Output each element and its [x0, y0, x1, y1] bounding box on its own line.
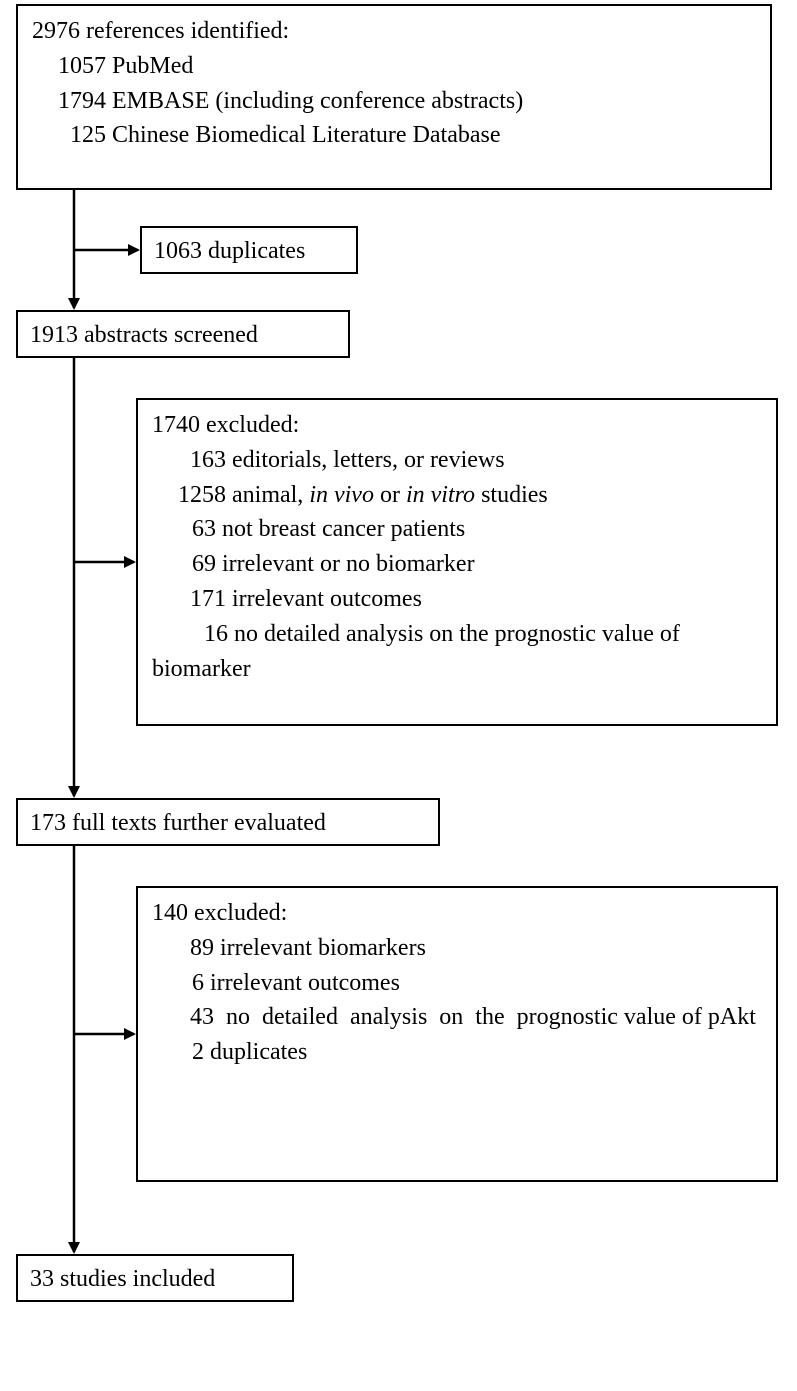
identified-title: 2976 references identified:	[32, 14, 756, 49]
box-fulltexts: 173 full texts further evaluated	[16, 798, 440, 846]
identified-count: 2976	[32, 18, 80, 44]
identified-row-1: 1794 EMBASE (including conference abstra…	[32, 84, 756, 119]
excluded1-row-0: 163 editorials, letters, or reviews	[152, 443, 762, 478]
excluded2-row-2: 43 no detailed analysis on the prognosti…	[152, 1000, 762, 1035]
identified-row-0: 1057 PubMed	[32, 49, 756, 84]
excluded1-row-3: 69 irrelevant or no biomarker	[152, 547, 762, 582]
excluded1-row-2: 63 not breast cancer patients	[152, 512, 762, 547]
box-duplicates: 1063 duplicates	[140, 226, 358, 274]
excluded1-row-1: 1258 animal, in vivo or in vitro studies	[152, 478, 762, 513]
box-abstracts: 1913 abstracts screened	[16, 310, 350, 358]
box-excluded-2: 140 excluded: 89 irrelevant biomarkers 6…	[136, 886, 778, 1182]
box-included: 33 studies included	[16, 1254, 294, 1302]
identified-title-rest: references identified:	[80, 18, 289, 44]
included-text: 33 studies included	[30, 1266, 215, 1292]
excluded1-row-4: 171 irrelevant outcomes	[152, 582, 762, 617]
duplicates-text: 1063 duplicates	[154, 238, 305, 264]
identified-row-2: 125 Chinese Biomedical Literature Databa…	[32, 118, 756, 153]
box-excluded-1: 1740 excluded: 163 editorials, letters, …	[136, 398, 778, 726]
excluded1-title: 1740 excluded:	[152, 408, 762, 443]
excluded2-row-3: 2 duplicates	[152, 1035, 762, 1070]
fulltexts-text: 173 full texts further evaluated	[30, 810, 326, 836]
excluded1-row-5: 16 no detailed analysis on the prognosti…	[152, 617, 762, 687]
excluded2-row-1: 6 irrelevant outcomes	[152, 966, 762, 1001]
box-identified: 2976 references identified: 1057 PubMed …	[16, 4, 772, 190]
excluded1-row-1-label: animal, in vivo or in vitro studies	[226, 482, 548, 508]
excluded2-row-0: 89 irrelevant biomarkers	[152, 931, 762, 966]
abstracts-text: 1913 abstracts screened	[30, 322, 258, 348]
excluded2-title: 140 excluded:	[152, 896, 762, 931]
